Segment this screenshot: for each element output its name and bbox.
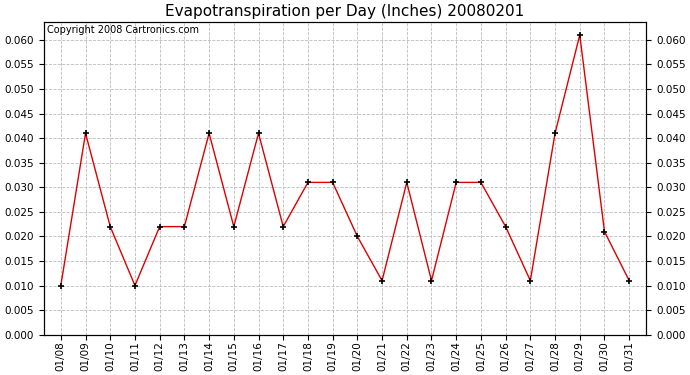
Text: Copyright 2008 Cartronics.com: Copyright 2008 Cartronics.com	[46, 25, 199, 35]
Title: Evapotranspiration per Day (Inches) 20080201: Evapotranspiration per Day (Inches) 2008…	[166, 4, 524, 19]
